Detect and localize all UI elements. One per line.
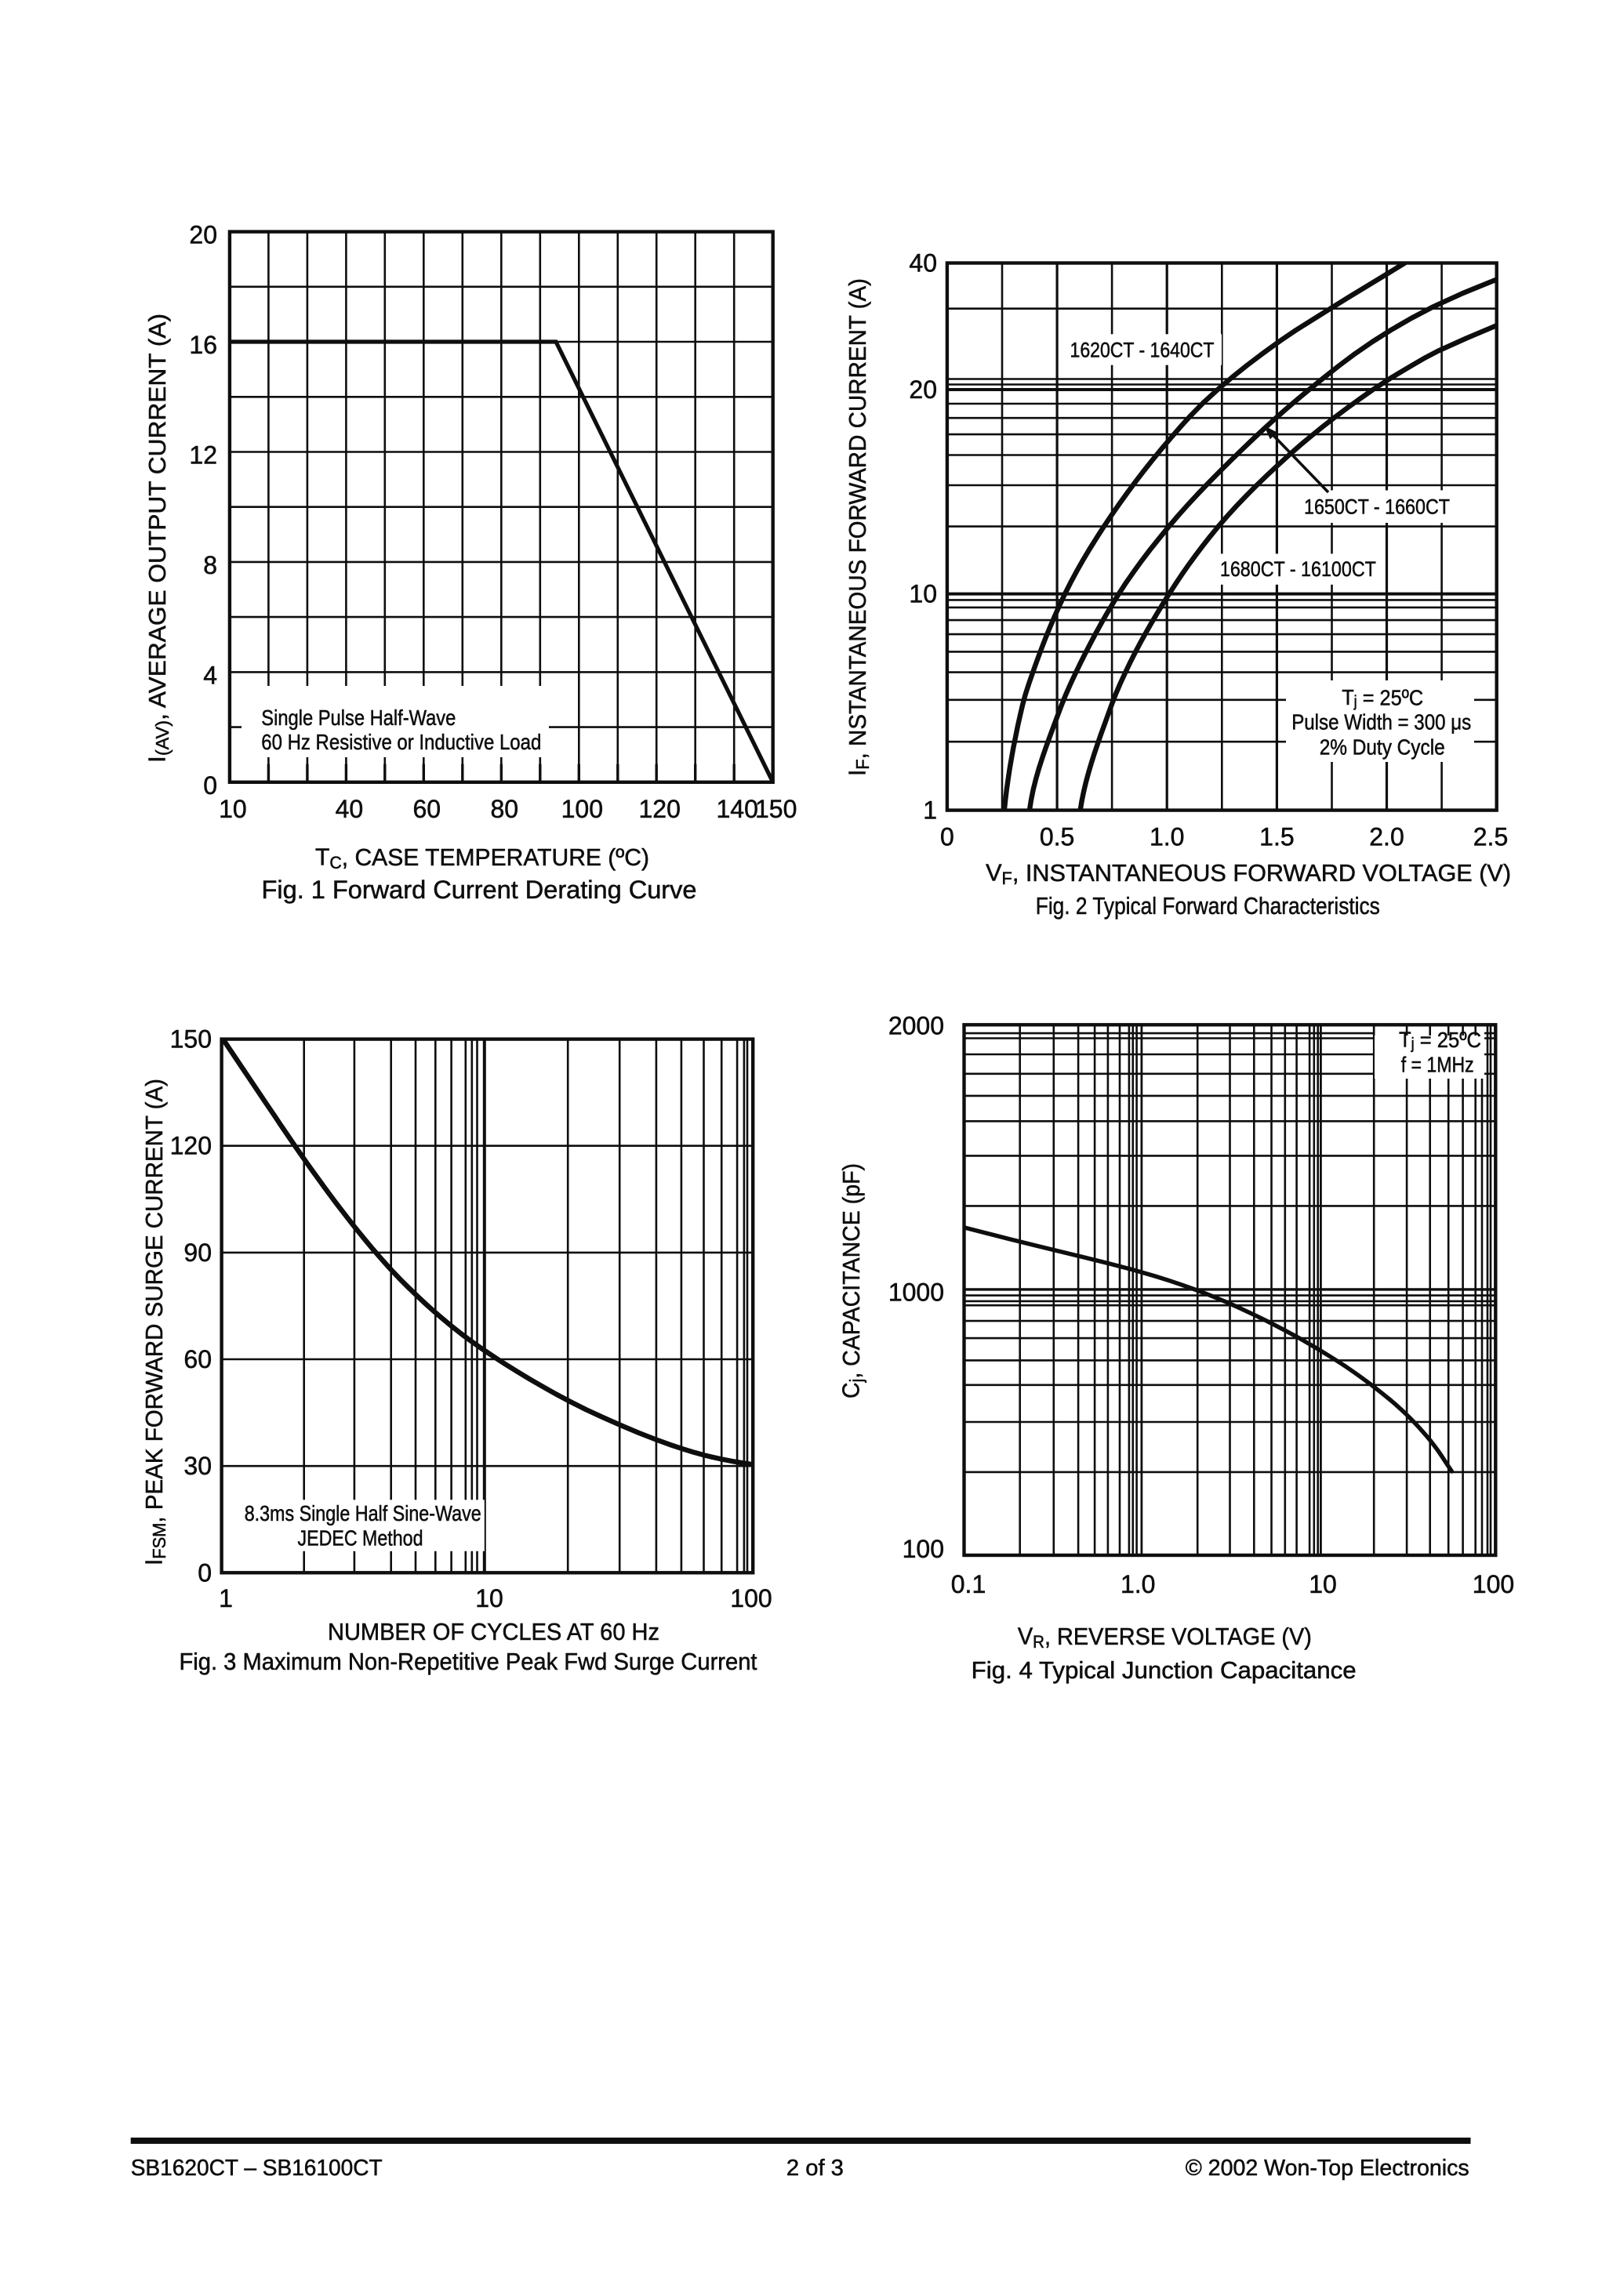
svg-text:© 2002 Won-Top Electronics: © 2002 Won-Top Electronics xyxy=(1186,2156,1469,2181)
svg-text:0.5: 0.5 xyxy=(1040,823,1074,851)
svg-text:1620CT - 1640CT: 1620CT - 1640CT xyxy=(1070,339,1215,362)
svg-text:20: 20 xyxy=(189,221,217,249)
svg-text:1.5: 1.5 xyxy=(1259,823,1294,851)
svg-text:2% Duty Cycle: 2% Duty Cycle xyxy=(1320,735,1445,760)
svg-text:Fig. 4 Typical Junction Capac: Fig. 4 Typical Junction Capacitance xyxy=(972,1656,1357,1684)
svg-text:2.0: 2.0 xyxy=(1369,823,1404,851)
svg-text:30: 30 xyxy=(183,1452,212,1480)
svg-text:40: 40 xyxy=(336,795,364,823)
svg-text:1680CT - 16100CT: 1680CT - 16100CT xyxy=(1220,557,1376,581)
svg-text:Cj, CAPACITANCE (pF): Cj, CAPACITANCE (pF) xyxy=(837,1163,867,1398)
svg-text:1: 1 xyxy=(923,796,937,825)
svg-text:120: 120 xyxy=(170,1132,212,1160)
svg-text:IFSM, PEAK FORWARD SURGE CURRE: IFSM, PEAK FORWARD SURGE CURRENT (A) xyxy=(140,1079,170,1565)
svg-text:8.3ms Single Half Sine-Wave: 8.3ms Single Half Sine-Wave xyxy=(245,1501,481,1525)
svg-text:f = 1MHz: f = 1MHz xyxy=(1401,1053,1474,1077)
svg-text:2 of 3: 2 of 3 xyxy=(786,2156,844,2181)
svg-text:2.5: 2.5 xyxy=(1473,823,1508,851)
svg-text:40: 40 xyxy=(909,249,937,277)
svg-text:10: 10 xyxy=(909,580,937,608)
svg-text:12: 12 xyxy=(189,441,217,470)
svg-text:Pulse Width = 300 μs: Pulse Width = 300 μs xyxy=(1291,710,1471,735)
svg-text:4: 4 xyxy=(203,661,217,689)
svg-text:Fig. 3 Maximum Non-Repetitive: Fig. 3 Maximum Non-Repetitive Peak Fwd S… xyxy=(180,1648,757,1675)
svg-text:10: 10 xyxy=(1309,1570,1337,1598)
svg-text:SB1620CT – SB16100CT: SB1620CT – SB16100CT xyxy=(131,2156,383,2181)
svg-text:16: 16 xyxy=(189,331,217,359)
svg-text:80: 80 xyxy=(491,795,519,823)
svg-text:1.0: 1.0 xyxy=(1150,823,1184,851)
svg-text:VR, REVERSE VOLTAGE (V): VR, REVERSE VOLTAGE (V) xyxy=(1018,1623,1312,1652)
svg-text:0.1: 0.1 xyxy=(951,1570,986,1598)
svg-text:20: 20 xyxy=(909,375,937,404)
svg-text:90: 90 xyxy=(183,1239,212,1267)
svg-text:JEDEC Method: JEDEC Method xyxy=(298,1526,423,1551)
svg-text:140: 140 xyxy=(717,795,758,823)
svg-text:8: 8 xyxy=(203,551,217,579)
svg-text:60: 60 xyxy=(413,795,441,823)
svg-text:Tj = 25ºC: Tj = 25ºC xyxy=(1342,685,1423,711)
svg-text:VF, INSTANTANEOUS FORWARD VOLT: VF, INSTANTANEOUS FORWARD VOLTAGE (V) xyxy=(986,859,1511,888)
svg-text:100: 100 xyxy=(1473,1570,1514,1598)
svg-text:I(AV), AVERAGE OUTPUT CURRENT: I(AV), AVERAGE OUTPUT CURRENT (A) xyxy=(143,314,173,763)
svg-text:120: 120 xyxy=(639,795,681,823)
svg-text:10: 10 xyxy=(219,795,247,823)
svg-text:0: 0 xyxy=(203,771,217,800)
svg-text:0: 0 xyxy=(198,1558,212,1587)
svg-text:IF, NSTANTANEOUS FORWARD CURRE: IF, NSTANTANEOUS FORWARD CURRENT (A) xyxy=(844,278,874,776)
svg-text:150: 150 xyxy=(170,1025,212,1054)
svg-text:NUMBER OF CYCLES AT 60 Hz: NUMBER OF CYCLES AT 60 Hz xyxy=(328,1618,659,1645)
svg-text:60: 60 xyxy=(183,1345,212,1373)
svg-text:1650CT - 1660CT: 1650CT - 1660CT xyxy=(1304,495,1450,519)
svg-text:2000: 2000 xyxy=(888,1012,944,1040)
svg-text:0: 0 xyxy=(940,823,954,851)
svg-text:10: 10 xyxy=(475,1584,503,1612)
svg-text:60 Hz Resistive or Inductive L: 60 Hz Resistive or Inductive Load xyxy=(261,730,541,754)
svg-text:150: 150 xyxy=(755,795,797,823)
svg-text:1.0: 1.0 xyxy=(1121,1570,1155,1598)
svg-text:100: 100 xyxy=(561,795,603,823)
svg-text:Single Pulse Half-Wave: Single Pulse Half-Wave xyxy=(261,705,456,730)
svg-text:1000: 1000 xyxy=(888,1279,944,1307)
svg-text:Fig. 2 Typical Forward Charac: Fig. 2 Typical Forward Characteristics xyxy=(1036,892,1380,919)
svg-text:TC, CASE TEMPERATURE (ºC): TC, CASE TEMPERATURE (ºC) xyxy=(315,843,649,872)
svg-text:100: 100 xyxy=(730,1584,772,1612)
svg-text:Fig. 1 Forward Current Derati: Fig. 1 Forward Current Derating Curve xyxy=(262,876,697,904)
svg-text:1: 1 xyxy=(219,1584,233,1612)
svg-text:100: 100 xyxy=(903,1535,944,1563)
